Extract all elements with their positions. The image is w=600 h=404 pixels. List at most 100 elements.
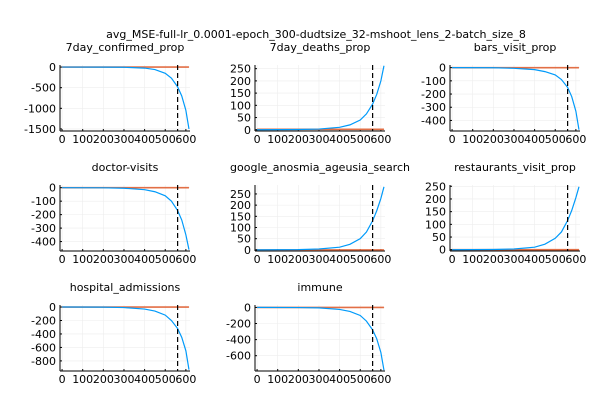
y-tick-label: 0 (49, 61, 56, 74)
y-tick-label: 200 (425, 193, 446, 206)
subplot-title: 7day_deaths_prop (270, 41, 371, 54)
y-tick-label: -200 (31, 314, 56, 327)
y-tick-label: 150 (230, 87, 251, 100)
y-tick-label: 100 (230, 222, 251, 235)
x-tick-label: 100 (267, 373, 288, 386)
subplot-title: 7day_confirmed_prop (66, 41, 185, 54)
blue-series-line (62, 306, 190, 370)
x-tick-label: 600 (565, 133, 586, 146)
x-tick-label: 200 (288, 373, 309, 386)
x-tick-label: 400 (329, 373, 350, 386)
x-tick-label: 0 (254, 133, 261, 146)
x-tick-label: 100 (267, 253, 288, 266)
blue-series-line (452, 186, 580, 251)
y-tick-label: -100 (421, 75, 446, 88)
x-tick-label: 200 (93, 253, 114, 266)
x-tick-label: 600 (370, 133, 391, 146)
x-tick-label: 200 (483, 253, 504, 266)
y-tick-label: -600 (31, 341, 56, 354)
x-tick-label: 400 (134, 133, 155, 146)
subplot-title: immune (297, 281, 342, 294)
x-tick-label: 300 (113, 373, 134, 386)
x-tick-label: 500 (155, 133, 176, 146)
x-tick-label: 200 (288, 253, 309, 266)
x-tick-label: 300 (308, 253, 329, 266)
y-tick-label: -400 (31, 328, 56, 341)
y-tick-label: 0 (49, 182, 56, 195)
x-tick-label: 400 (524, 133, 545, 146)
blue-series-line (452, 67, 580, 130)
y-tick-label: 50 (237, 233, 251, 246)
y-tick-label: 200 (230, 199, 251, 212)
x-tick-label: 400 (134, 253, 155, 266)
x-tick-label: 0 (254, 253, 261, 266)
x-tick-label: 100 (72, 133, 93, 146)
y-tick-label: -300 (31, 222, 56, 235)
x-tick-label: 500 (350, 373, 371, 386)
x-tick-label: 500 (545, 133, 566, 146)
y-tick-label: 250 (230, 188, 251, 201)
y-tick-label: 0 (244, 244, 251, 257)
y-tick-label: 250 (425, 180, 446, 193)
x-tick-label: 400 (524, 253, 545, 266)
x-tick-label: 300 (503, 253, 524, 266)
subplot-title: google_anosmia_ageusia_search (230, 161, 410, 174)
y-tick-label: 0 (49, 301, 56, 314)
y-tick-label: -100 (31, 195, 56, 208)
subplot-title: doctor-visits (92, 161, 159, 174)
x-tick-label: 300 (113, 253, 134, 266)
y-tick-label: -200 (226, 318, 251, 331)
x-tick-label: 100 (462, 133, 483, 146)
blue-series-line (257, 306, 385, 371)
x-tick-label: 600 (175, 253, 196, 266)
blue-series-line (62, 187, 190, 250)
subplot-8: immune 0 100 200 300 400 500 600 0 -200 -400 -600 (226, 281, 391, 386)
x-tick-label: 0 (59, 373, 66, 386)
x-tick-label: 100 (462, 253, 483, 266)
x-tick-label: 300 (308, 133, 329, 146)
subplot-title: bars_visit_prop (474, 41, 557, 54)
x-tick-label: 500 (545, 253, 566, 266)
blue-series-line (257, 186, 385, 251)
subplot-title: hospital_admissions (70, 281, 181, 294)
x-tick-label: 600 (370, 373, 391, 386)
x-tick-label: 300 (308, 373, 329, 386)
y-tick-label: -400 (421, 114, 446, 127)
x-tick-label: 300 (503, 133, 524, 146)
y-tick-label: 100 (230, 99, 251, 112)
x-tick-label: 500 (350, 253, 371, 266)
figure-suptitle: avg_MSE-full-lr_0.0001-epoch_300-dudtsiz… (106, 28, 526, 41)
x-tick-label: 100 (72, 253, 93, 266)
x-tick-label: 600 (175, 133, 196, 146)
subplot-title: restaurants_visit_prop (454, 161, 576, 174)
blue-series-line (62, 66, 190, 130)
y-tick-label: 0 (244, 124, 251, 137)
y-tick-label: -1000 (24, 102, 56, 115)
x-tick-label: 600 (370, 253, 391, 266)
x-tick-label: 400 (329, 133, 350, 146)
x-tick-label: 0 (254, 373, 261, 386)
x-tick-label: 100 (267, 133, 288, 146)
y-tick-label: -800 (31, 355, 56, 368)
x-tick-label: 0 (59, 253, 66, 266)
x-tick-label: 200 (288, 133, 309, 146)
x-tick-label: 200 (93, 373, 114, 386)
x-tick-label: 600 (175, 373, 196, 386)
y-tick-label: -200 (31, 209, 56, 222)
x-tick-label: 500 (155, 253, 176, 266)
y-tick-label: 100 (425, 218, 446, 231)
x-tick-label: 100 (72, 373, 93, 386)
x-tick-label: 400 (329, 253, 350, 266)
x-tick-label: 200 (483, 133, 504, 146)
y-tick-label: 150 (425, 206, 446, 219)
y-tick-label: 50 (237, 112, 251, 125)
